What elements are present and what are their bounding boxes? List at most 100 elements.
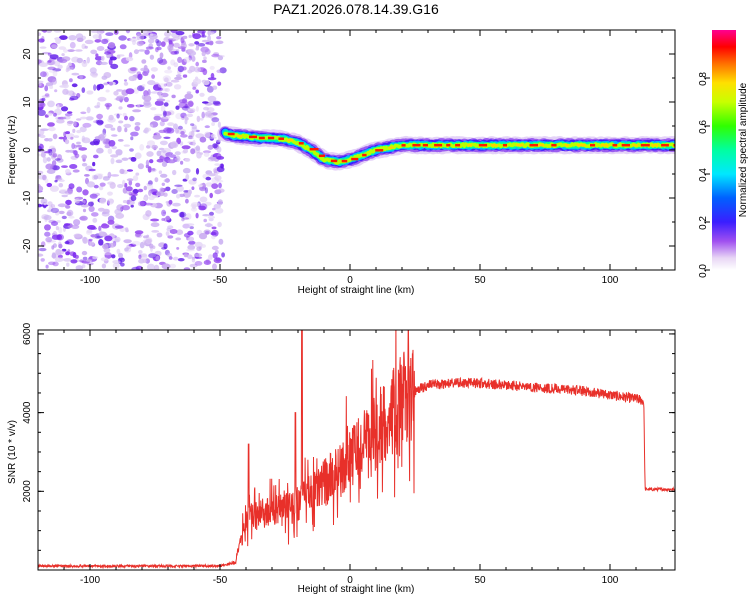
- noise-speckle: [211, 226, 217, 230]
- noise-speckle: [211, 183, 219, 190]
- noise-speckle: [88, 201, 94, 207]
- noise-speckle: [136, 40, 144, 47]
- noise-speckle: [66, 133, 75, 140]
- noise-speckle: [55, 210, 60, 216]
- y-tick-label: 10: [22, 96, 33, 108]
- noise-speckle: [154, 113, 163, 117]
- noise-speckle: [211, 122, 216, 126]
- noise-speckle: [47, 60, 52, 63]
- noise-speckle: [90, 30, 100, 34]
- noise-speckle: [47, 122, 55, 127]
- noise-speckle: [132, 109, 142, 113]
- noise-speckle: [219, 67, 227, 74]
- noise-speckle: [86, 90, 94, 95]
- noise-speckle: [161, 263, 171, 270]
- noise-speckle: [159, 121, 165, 127]
- noise-speckle: [52, 70, 58, 77]
- noise-speckle: [167, 122, 175, 126]
- noise-speckle: [89, 141, 96, 146]
- noise-speckle: [53, 112, 57, 117]
- noise-speckle: [81, 203, 89, 208]
- noise-speckle: [151, 74, 156, 79]
- noise-speckle: [218, 238, 224, 245]
- noise-speckle: [52, 68, 62, 72]
- noise-speckle: [142, 72, 149, 77]
- noise-speckle: [165, 215, 171, 221]
- noise-speckle: [50, 204, 56, 208]
- noise-speckle: [120, 262, 125, 267]
- noise-speckle: [141, 84, 146, 88]
- noise-speckle: [100, 223, 110, 229]
- noise-speckle: [145, 258, 151, 264]
- noise-speckle: [121, 205, 130, 211]
- noise-speckle: [136, 33, 141, 41]
- noise-speckle: [49, 85, 54, 89]
- noise-speckle: [199, 186, 207, 192]
- noise-speckle: [212, 100, 221, 105]
- noise-speckle: [49, 54, 59, 60]
- noise-speckle: [130, 193, 138, 197]
- noise-speckle: [148, 253, 157, 259]
- noise-speckle: [47, 112, 53, 116]
- noise-speckle: [202, 150, 212, 154]
- noise-speckle: [82, 122, 92, 128]
- noise-speckle: [64, 223, 71, 226]
- noise-speckle: [209, 192, 213, 199]
- noise-speckle: [58, 243, 63, 249]
- noise-speckle: [134, 122, 141, 126]
- noise-speckle: [82, 199, 86, 204]
- noise-speckle: [52, 133, 58, 140]
- noise-speckle: [124, 127, 128, 133]
- noise-speckle: [199, 196, 208, 203]
- noise-speckle: [210, 231, 217, 236]
- noise-speckle: [143, 235, 148, 239]
- noise-speckle: [180, 134, 188, 138]
- noise-speckle: [102, 176, 110, 181]
- noise-speckle: [46, 169, 56, 175]
- noise-speckle: [174, 151, 181, 156]
- noise-speckle: [102, 208, 110, 212]
- noise-speckle: [79, 75, 83, 80]
- noise-speckle: [188, 179, 197, 185]
- noise-speckle: [58, 136, 65, 140]
- noise-speckle: [192, 86, 197, 90]
- noise-speckle: [107, 117, 116, 123]
- noise-speckle: [38, 80, 44, 84]
- noise-speckle: [144, 49, 150, 55]
- noise-speckle: [167, 159, 176, 164]
- noise-speckle: [178, 211, 187, 218]
- noise-speckle: [73, 150, 78, 156]
- noise-speckle: [191, 126, 198, 133]
- noise-speckle: [54, 158, 61, 161]
- x-tick-label: -50: [213, 575, 228, 586]
- noise-speckle: [164, 77, 169, 83]
- noise-speckle: [89, 241, 95, 246]
- noise-speckle: [178, 193, 185, 198]
- noise-speckle: [123, 144, 130, 147]
- noise-speckle: [153, 115, 161, 121]
- noise-speckle: [50, 207, 60, 213]
- noise-speckle: [156, 232, 163, 238]
- noise-speckle: [124, 227, 129, 231]
- y-tick-label: 0: [22, 147, 33, 153]
- noise-speckle: [93, 84, 97, 91]
- noise-speckle: [160, 150, 167, 153]
- noise-speckle: [137, 163, 144, 170]
- noise-speckle: [58, 210, 65, 215]
- noise-speckle: [212, 85, 218, 90]
- noise-speckle: [176, 194, 181, 199]
- noise-speckle: [122, 200, 128, 204]
- noise-speckle: [68, 215, 75, 219]
- noise-speckle: [163, 211, 166, 214]
- noise-speckle: [50, 147, 57, 154]
- noise-speckle: [109, 56, 117, 61]
- noise-speckle: [174, 50, 180, 55]
- noise-speckle: [217, 179, 224, 183]
- noise-speckle: [182, 217, 190, 220]
- noise-speckle: [216, 69, 223, 74]
- noise-speckle: [145, 210, 152, 217]
- noise-speckle: [201, 39, 210, 43]
- noise-speckle: [104, 124, 114, 129]
- noise-speckle: [99, 197, 107, 204]
